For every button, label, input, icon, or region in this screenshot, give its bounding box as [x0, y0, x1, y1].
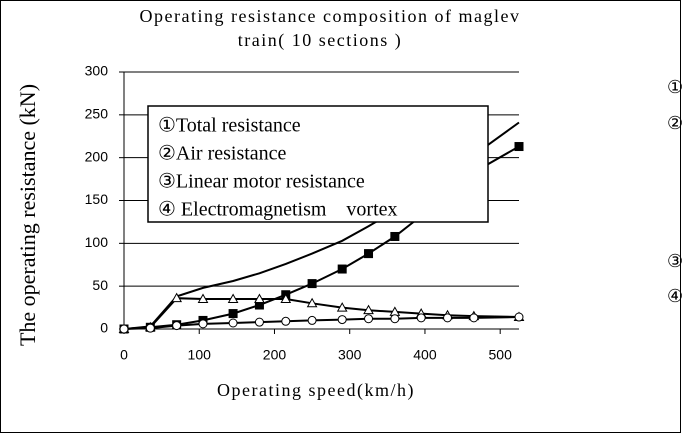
marker [281, 316, 291, 326]
marker [363, 304, 374, 315]
y-tick-label: 250 [85, 106, 109, 122]
legend-box [147, 105, 489, 223]
marker [145, 323, 155, 333]
x-tick-label: 400 [413, 347, 437, 363]
annotation: ③ [667, 251, 682, 272]
marker [307, 315, 317, 325]
annotation: ② [667, 113, 682, 134]
y-tick-label: 50 [92, 277, 108, 293]
annotation: ④ [667, 286, 682, 307]
marker [390, 231, 400, 241]
chart-title: Operating resistance composition of magl… [140, 6, 521, 26]
marker [172, 321, 182, 331]
marker [119, 324, 129, 334]
legend-label: ①Total resistance [158, 115, 301, 137]
marker [228, 309, 238, 319]
legend-label: ③Linear motor resistance [158, 171, 365, 193]
x-tick-label: 200 [263, 347, 287, 363]
marker [306, 297, 318, 308]
legend-label: ④ Electromagnetism vortex [158, 199, 398, 221]
x-tick-label: 300 [338, 347, 362, 363]
marker [228, 318, 238, 328]
x-axis-label: Operating speed(km/h) [217, 380, 415, 401]
marker [416, 313, 426, 323]
marker [198, 319, 208, 329]
marker [514, 312, 524, 322]
marker [227, 293, 239, 304]
y-tick-label: 200 [85, 148, 109, 164]
marker [364, 249, 374, 259]
marker [197, 293, 209, 304]
y-tick-label: 150 [85, 191, 109, 207]
x-tick-label: 100 [188, 347, 212, 363]
marker [364, 314, 374, 324]
annotation: ① [667, 77, 682, 98]
marker [390, 314, 400, 324]
marker [336, 302, 348, 312]
x-tick-label: 500 [489, 347, 513, 363]
marker [254, 293, 265, 304]
legend-label: ②Air resistance [158, 143, 287, 165]
marker [280, 293, 292, 304]
marker [254, 317, 264, 327]
marker [171, 292, 183, 303]
marker [307, 279, 317, 289]
y-tick-label: 300 [85, 63, 109, 79]
marker [514, 142, 524, 152]
x-tick-label: 0 [120, 347, 128, 363]
marker [337, 264, 347, 274]
chart-title: train( 10 sections ) [238, 30, 402, 51]
y-tick-label: 0 [100, 320, 108, 336]
y-tick-label: 100 [85, 234, 109, 250]
y-axis-label: The operating resistance (kN) [15, 84, 40, 346]
marker [469, 313, 479, 323]
marker [337, 315, 347, 325]
marker [443, 313, 453, 323]
